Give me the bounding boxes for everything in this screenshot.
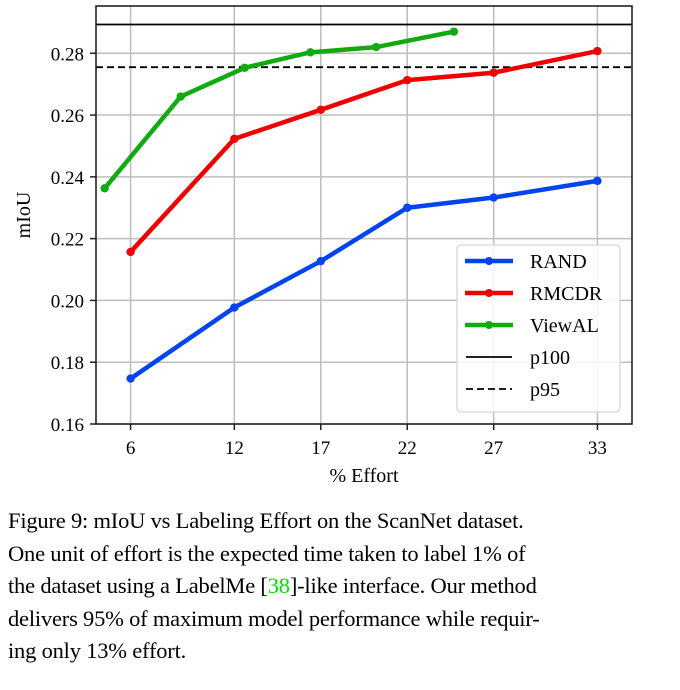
legend-label: ViewAL — [530, 315, 599, 337]
rand-line — [128, 178, 600, 381]
caption-text: the dataset using a LabelMe [ — [8, 573, 268, 598]
rmcdr-data-point — [593, 46, 602, 56]
legend-label: RAND — [530, 251, 587, 273]
legend-item-viewal: ViewAL — [465, 315, 599, 337]
legend-item-rmcdr: RMCDR — [465, 283, 603, 305]
x-tick-label: 27 — [484, 438, 503, 459]
x-tick-label: 17 — [311, 438, 330, 459]
legend-swatch-marker — [485, 321, 493, 329]
series-rand — [126, 176, 602, 383]
caption-line: One unit of effort is the expected time … — [8, 538, 648, 571]
legend-label: p95 — [530, 379, 560, 401]
rmcdr-data-point — [316, 105, 325, 115]
series-viewal — [100, 27, 459, 193]
caption-text: ]-like interface. Our method — [289, 573, 537, 598]
rmcdr-data-point — [230, 134, 239, 144]
x-tick-label: 12 — [225, 438, 244, 459]
viewal-data-point — [100, 184, 109, 193]
rand-data-point — [316, 256, 325, 266]
rand-data-point — [489, 193, 498, 202]
y-tick-label: 0.16 — [51, 415, 84, 436]
x-axis-ticks: 6 12 17 22 27 33 — [126, 424, 607, 459]
viewal-data-point — [449, 27, 459, 36]
caption-line: ing only 13% effort. — [8, 635, 648, 668]
figure-caption: Figure 9: mIoU vs Labeling Effort on the… — [8, 505, 648, 668]
x-tick-label: 6 — [126, 438, 136, 459]
viewal-line — [102, 29, 457, 191]
legend-item-p100: p100 — [466, 347, 570, 369]
rmcdr-line — [128, 48, 600, 255]
caption-line: the dataset using a LabelMe [38]-like in… — [8, 570, 648, 603]
rmcdr-data-point — [403, 75, 412, 85]
viewal-data-point — [306, 48, 315, 57]
legend: RAND RMCDR ViewAL p100 p95 — [456, 244, 621, 413]
caption-text: One unit of effort is the expected time … — [8, 540, 526, 566]
caption-text: delivers 95% of maximum model performanc… — [8, 605, 540, 631]
legend-label: RMCDR — [530, 283, 603, 305]
y-axis-label: mIoU — [13, 191, 35, 238]
y-tick-label: 0.24 — [51, 168, 85, 189]
x-tick-label: 22 — [398, 438, 417, 459]
legend-box — [456, 244, 621, 413]
legend-item-p95: p95 — [466, 379, 560, 401]
y-tick-label: 0.20 — [51, 291, 84, 312]
citation-link[interactable]: 38 — [267, 573, 290, 598]
caption-line: delivers 95% of maximum model performanc… — [8, 603, 648, 636]
grid-lines — [96, 6, 632, 425]
viewal-data-point — [371, 42, 381, 52]
legend-label: p100 — [530, 347, 570, 369]
y-tick-label: 0.26 — [51, 106, 84, 127]
legend-swatch-marker — [485, 289, 493, 297]
caption-text: Figure 9: mIoU vs Labeling Effort on the… — [8, 508, 524, 533]
viewal-data-point — [240, 63, 249, 72]
series-rmcdr — [126, 46, 602, 257]
reference-lines — [96, 23, 632, 69]
y-tick-label: 0.18 — [51, 353, 84, 374]
viewal-data-point — [176, 92, 185, 101]
caption-line: Figure 9: mIoU vs Labeling Effort on the… — [8, 505, 648, 538]
legend-item-rand: RAND — [465, 251, 587, 273]
series-lines — [100, 27, 602, 383]
caption-text: ing only 13% effort. — [8, 638, 187, 663]
y-tick-label: 0.22 — [51, 230, 84, 251]
axes-frame — [95, 5, 633, 425]
rand-data-point — [230, 303, 239, 312]
rmcdr-data-point — [489, 68, 498, 77]
rmcdr-data-point — [126, 247, 135, 257]
x-axis-label: % Effort — [329, 465, 398, 487]
rand-data-point — [593, 176, 602, 186]
rand-data-point — [126, 374, 135, 383]
rand-data-point — [403, 203, 412, 212]
mIoU-vs-effort-chart: 6 12 17 22 27 33 0.16 0.18 0.20 0.22 0.24 0.26 0.28… — [13, 5, 633, 487]
legend-swatch-marker — [485, 257, 493, 265]
y-axis-ticks: 0.16 0.18 0.20 0.22 0.24 0.26 0.28 — [51, 44, 96, 436]
x-tick-label: 33 — [588, 438, 607, 459]
y-tick-label: 0.28 — [51, 44, 84, 65]
